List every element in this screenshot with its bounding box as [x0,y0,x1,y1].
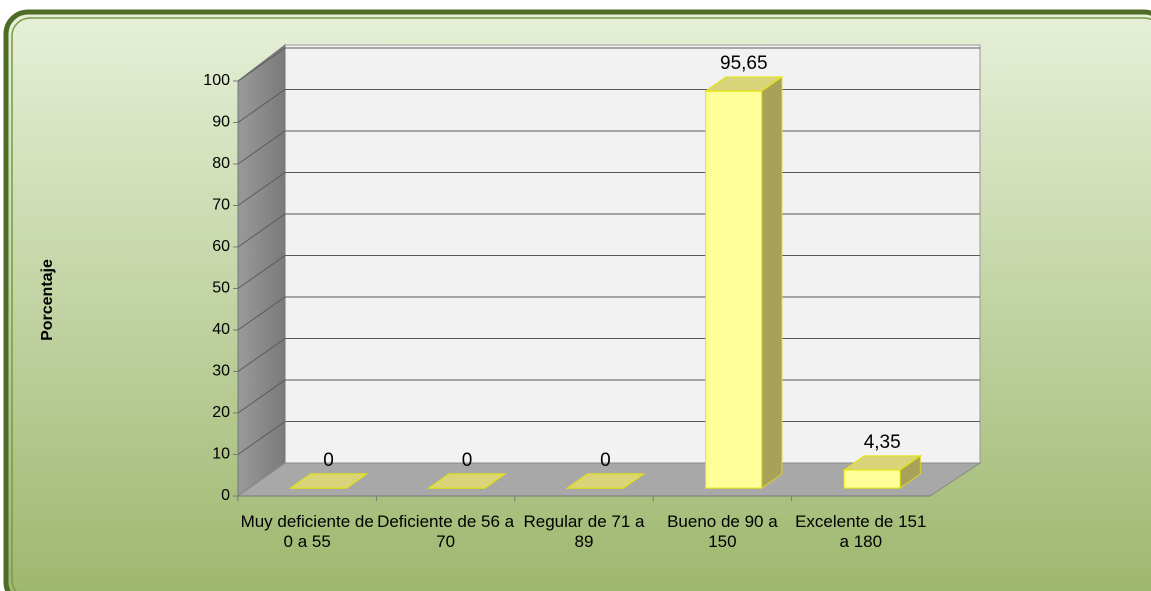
grid-line [237,255,286,289]
grid-line [237,89,286,123]
grid-line [237,421,286,455]
y-tick-label: 60 [212,238,230,255]
bar-front [843,469,901,489]
y-tick-label: 20 [212,404,230,421]
bar-top [565,473,646,489]
y-tick-label: 30 [212,363,230,380]
y-tick-label: 100 [203,72,230,89]
side-wall [237,43,286,497]
x-tick-label: Bueno de 90 a 150 [667,512,778,551]
grid-line [237,296,286,331]
y-tick-label: 10 [212,446,230,463]
value-label: 0 [462,450,473,471]
x-tick-label: Muy deficiente de 0 a 55 [240,512,374,551]
bar-top [427,473,507,489]
grid-line [237,338,286,372]
grid-line [237,172,286,206]
value-label: 0 [323,450,334,471]
y-tick-label: 70 [212,197,230,214]
grid-line [237,213,286,248]
bar-top [842,455,922,471]
bar-side [761,75,783,490]
y-tick-label: 90 [212,114,230,131]
x-tick-label: Deficiente de 56 a 70 [377,512,515,551]
grid-line [237,379,286,414]
bar-front [705,90,763,489]
y-axis-label: Porcentaje [39,259,56,341]
grid-line [237,47,286,82]
panel-inner-border [11,17,1151,591]
y-tick-label: 50 [212,280,230,297]
grid-line [237,130,286,165]
y-tick-label: 40 [212,321,230,338]
x-tick-label: Regular de 71 a 89 [523,512,645,551]
bar-top [704,76,784,92]
x-tick-label: Excelente de 151 a 180 [795,512,927,551]
value-label: 0 [600,450,611,471]
value-label: 4,35 [864,432,901,453]
y-tick-label: 80 [212,155,230,172]
back-wall [284,44,981,464]
y-tick-label: 0 [221,487,230,504]
bar-top [288,473,369,489]
value-label: 95,65 [720,53,768,74]
